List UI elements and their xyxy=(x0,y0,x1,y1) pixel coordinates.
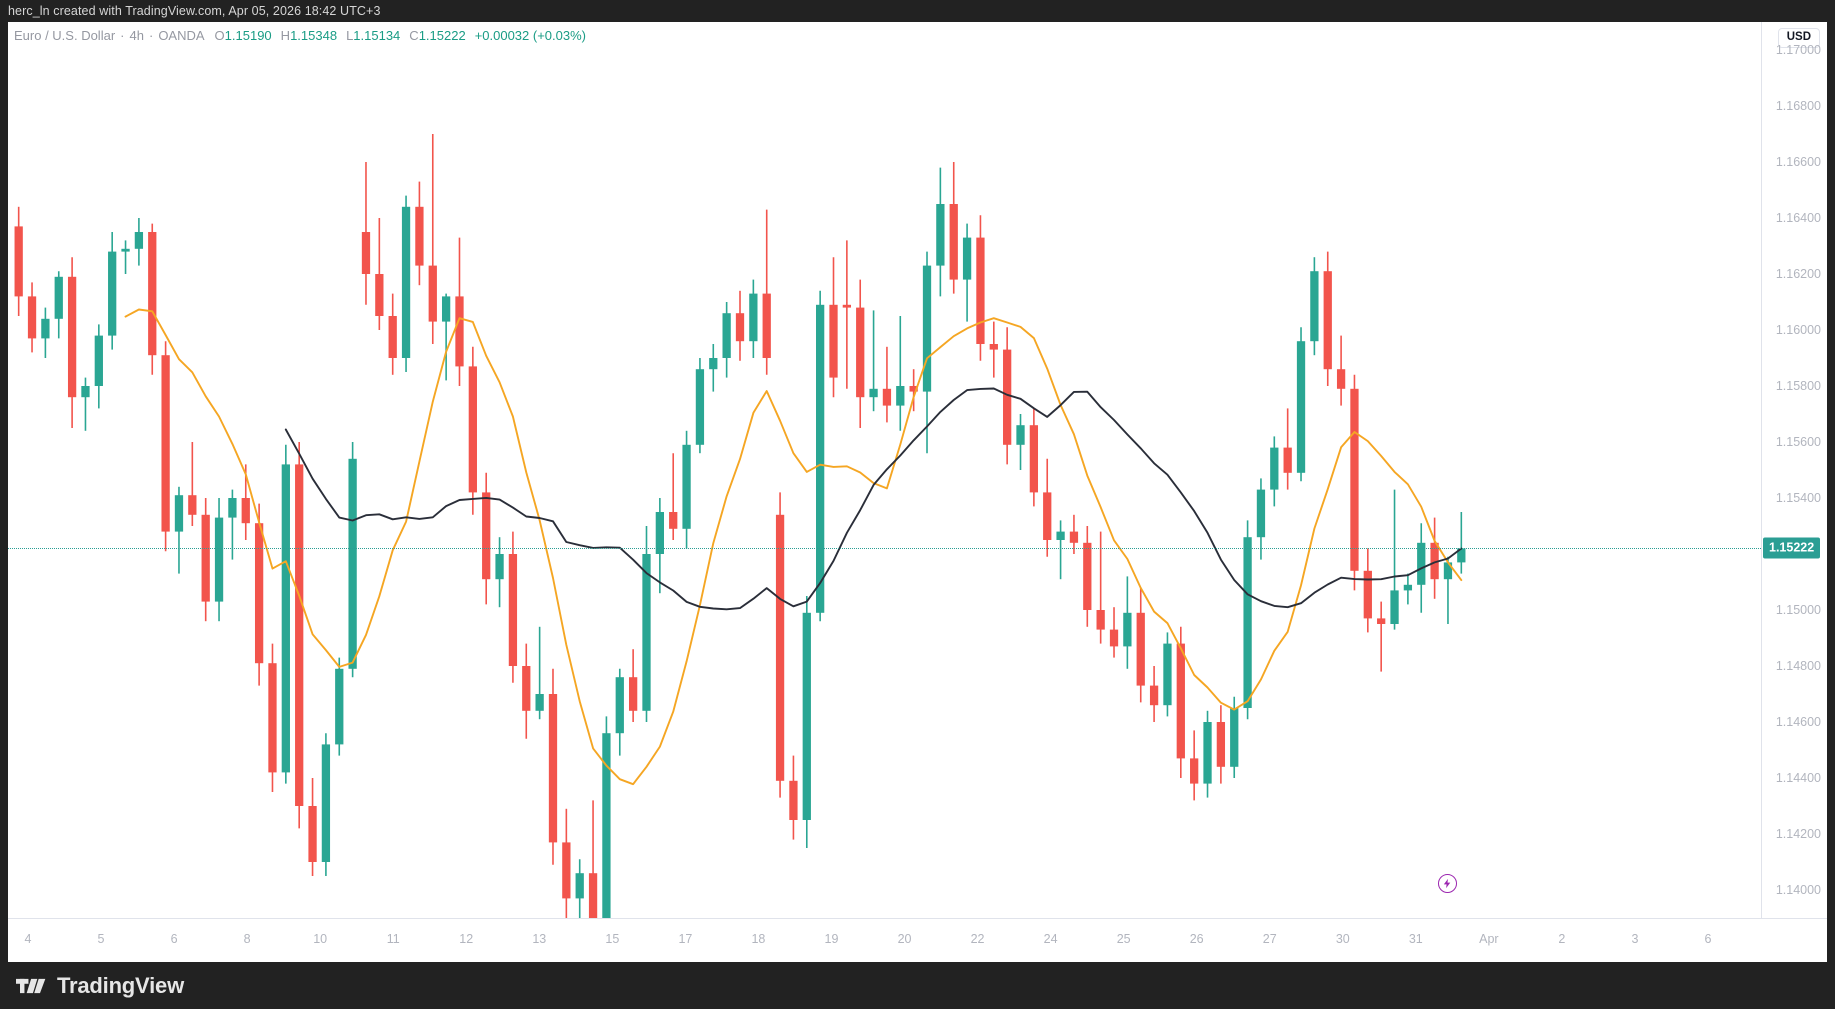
time-axis-tick: 24 xyxy=(1043,932,1058,946)
time-axis-tick: 6 xyxy=(170,932,178,946)
time-axis-tick: 10 xyxy=(313,932,328,946)
price-axis-tick: 1.14800 xyxy=(1775,659,1821,673)
time-axis-tick: 22 xyxy=(970,932,985,946)
time-axis-tick: 12 xyxy=(459,932,474,946)
price-axis-tick: 1.14400 xyxy=(1775,771,1821,785)
time-axis-tick: 15 xyxy=(605,932,620,946)
time-axis-tick: 6 xyxy=(1704,932,1712,946)
time-axis-tick: 19 xyxy=(824,932,839,946)
currency-badge[interactable]: USD xyxy=(1777,28,1820,48)
time-axis-tick: 31 xyxy=(1408,932,1423,946)
lightning-bolt-icon[interactable] xyxy=(1438,874,1457,893)
last-price-tag[interactable]: 1.15222 xyxy=(1763,537,1821,559)
time-axis-tick: 13 xyxy=(532,932,547,946)
time-axis-tick: 18 xyxy=(751,932,766,946)
time-axis[interactable]: 4 5 6 8 10 11 12 13 15 17 18 19 20 22 24 25 26 27 30 31 Apr 2… xyxy=(8,918,1827,962)
time-axis-tick: 4 xyxy=(24,932,32,946)
price-axis-tick: 1.16800 xyxy=(1775,99,1821,113)
price-axis-tick: 1.16200 xyxy=(1775,267,1821,281)
price-axis[interactable]: USD 1.15222 1.17000 1.16800 1.16600 1.16400 1… xyxy=(1761,22,1827,918)
last-price-line xyxy=(8,547,1761,549)
time-axis-tick: 2 xyxy=(1558,932,1566,946)
price-axis-tick: 1.15800 xyxy=(1775,379,1821,393)
price-axis-tick: 1.17000 xyxy=(1775,43,1821,57)
price-axis-tick: 1.15600 xyxy=(1775,435,1821,449)
time-axis-tick: Apr xyxy=(1479,932,1499,946)
price-axis-tick: 1.15400 xyxy=(1775,491,1821,505)
time-axis-tick: 27 xyxy=(1262,932,1277,946)
candlestick-plot xyxy=(14,134,1466,918)
attribution-bar: herc_ln created with TradingView.com, Ap… xyxy=(0,0,1835,22)
time-axis-tick: 11 xyxy=(386,932,400,946)
time-axis-tick: 5 xyxy=(97,932,105,946)
brand-name: TradingView xyxy=(57,972,184,998)
chart-frame: Euro / U.S. Dollar · 4h · OANDA O 1.1519… xyxy=(8,22,1827,962)
price-axis-tick: 1.14200 xyxy=(1775,827,1821,841)
time-axis-tick: 25 xyxy=(1116,932,1131,946)
time-axis-tick: 26 xyxy=(1189,932,1204,946)
price-axis-tick: 1.14600 xyxy=(1775,715,1821,729)
time-axis-tick: 20 xyxy=(897,932,912,946)
footer-brand: TradingView xyxy=(0,962,1835,1009)
price-axis-tick: 1.16000 xyxy=(1775,323,1821,337)
price-axis-tick: 1.16600 xyxy=(1775,155,1821,169)
time-axis-tick: 17 xyxy=(678,932,693,946)
time-axis-tick: 30 xyxy=(1335,932,1350,946)
price-axis-tick: 1.14000 xyxy=(1775,883,1821,897)
tradingview-logo-icon xyxy=(16,975,48,997)
time-axis-tick: 3 xyxy=(1631,932,1639,946)
price-axis-tick: 1.16400 xyxy=(1775,211,1821,225)
time-axis-tick: 8 xyxy=(243,932,251,946)
attribution-text: herc_ln created with TradingView.com, Ap… xyxy=(8,4,381,18)
price-axis-tick: 1.15000 xyxy=(1775,603,1821,617)
price-pane[interactable]: Euro / U.S. Dollar · 4h · OANDA O 1.1519… xyxy=(8,22,1761,918)
